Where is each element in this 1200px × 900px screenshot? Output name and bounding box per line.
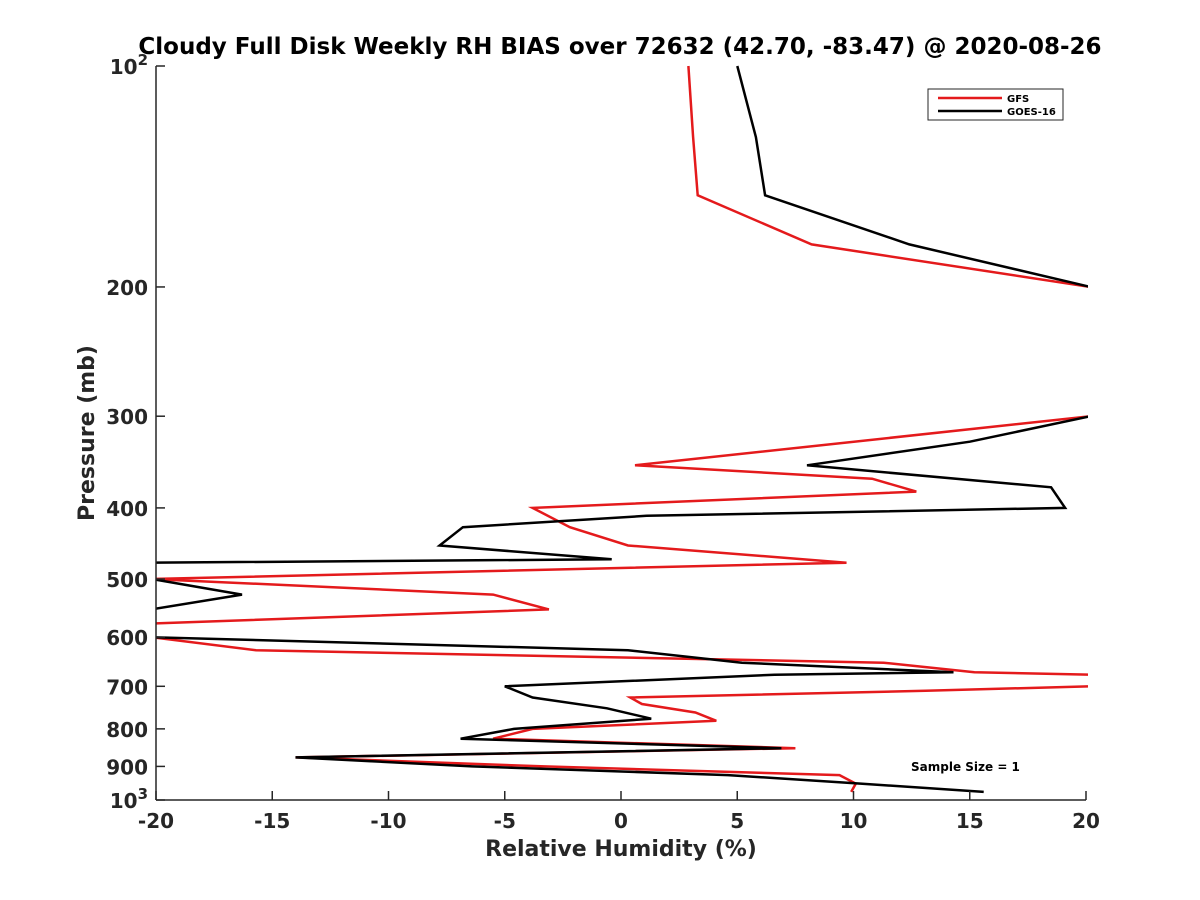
x-tick-label: -10 (370, 809, 406, 833)
legend-entry-label: GOES-16 (1007, 107, 1056, 118)
y-tick-label: 500 (106, 568, 148, 592)
y-axis-ticks: 102 200 300 400 500 600 700 800 900 103 (106, 51, 165, 813)
legend-box (927, 88, 1064, 121)
x-tick-label: 10 (840, 809, 868, 833)
x-tick-label: 5 (730, 809, 744, 833)
series-layer (156, 65, 1088, 794)
y-tick-label: 800 (106, 718, 148, 742)
y-tick-label: 103 (110, 785, 148, 813)
y-tick-label: 600 (106, 626, 148, 650)
x-tick-label: 0 (614, 809, 628, 833)
x-axis-ticks: -20 -15 -10 -5 0 5 10 15 20 (138, 791, 1100, 833)
x-tick-label: 20 (1072, 809, 1100, 833)
x-tick-label: -15 (254, 809, 290, 833)
x-tick-label: -5 (494, 809, 516, 833)
sample-size-annotation: Sample Size = 1 (911, 760, 1020, 774)
y-tick-label: 700 (106, 675, 148, 699)
chart-title: Cloudy Full Disk Weekly RH BIAS over 726… (138, 34, 1101, 60)
legend: GFS GOES-16 (927, 88, 1064, 121)
y-tick-label: 400 (106, 497, 148, 521)
x-axis-label: Relative Humidity (%) (485, 837, 757, 862)
y-axis-label: Pressure (mb) (75, 345, 100, 521)
series-line-goes-16 (156, 65, 1088, 794)
x-tick-label: 15 (956, 809, 984, 833)
y-tick-label: 300 (106, 405, 148, 429)
y-tick-label: 900 (106, 755, 148, 779)
series-line-gfs (156, 65, 1088, 793)
y-tick-label: 102 (110, 51, 148, 79)
legend-entry-label: GFS (1007, 94, 1029, 105)
x-tick-label: -20 (138, 809, 174, 833)
y-tick-label: 200 (106, 276, 148, 300)
